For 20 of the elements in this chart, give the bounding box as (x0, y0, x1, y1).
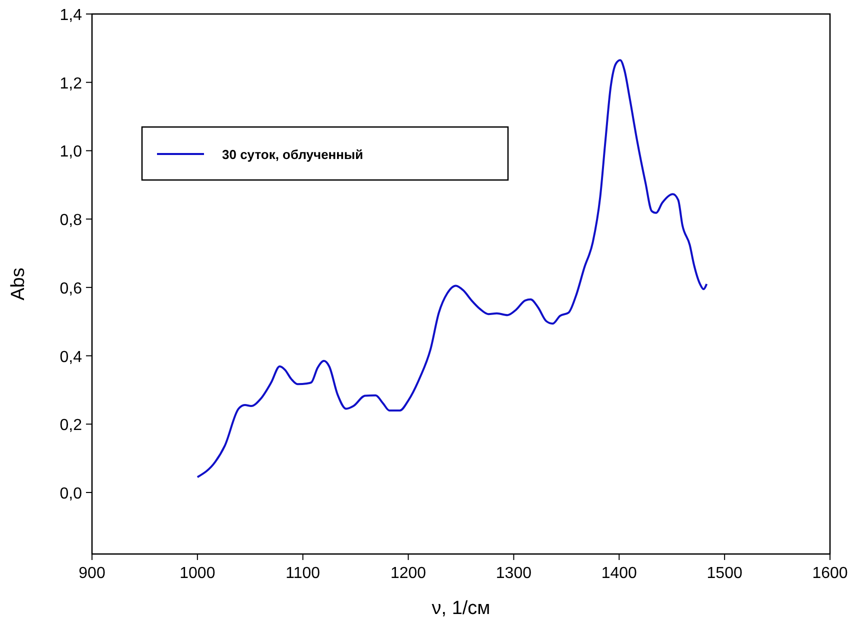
y-tick-label: 0,2 (60, 417, 82, 434)
x-tick-label: 1600 (812, 565, 848, 582)
x-tick-label: 1500 (706, 565, 742, 582)
x-tick-label: 1200 (390, 565, 426, 582)
y-tick-label: 1,2 (60, 75, 82, 92)
y-tick-label: 0,6 (60, 280, 82, 298)
x-tick-label: 1100 (286, 565, 320, 582)
x-tick-label: 900 (78, 565, 106, 582)
y-tick-label: 1,0 (60, 144, 82, 161)
x-tick-label: 1300 (496, 565, 532, 582)
x-axis-title: ν, 1/см (432, 598, 490, 619)
y-tick-label: 0,4 (60, 348, 82, 366)
y-tick-label: 1,4 (60, 7, 82, 24)
y-tick-label: 0,8 (60, 212, 82, 230)
legend-label: 30 суток, облученный (222, 147, 364, 162)
line-series (196, 59, 708, 478)
y-tick-label: 0,0 (60, 485, 82, 502)
x-tick-label: 1400 (601, 565, 638, 582)
y-axis-title: Abs (8, 268, 29, 300)
x-tick-label: 1000 (180, 565, 216, 582)
